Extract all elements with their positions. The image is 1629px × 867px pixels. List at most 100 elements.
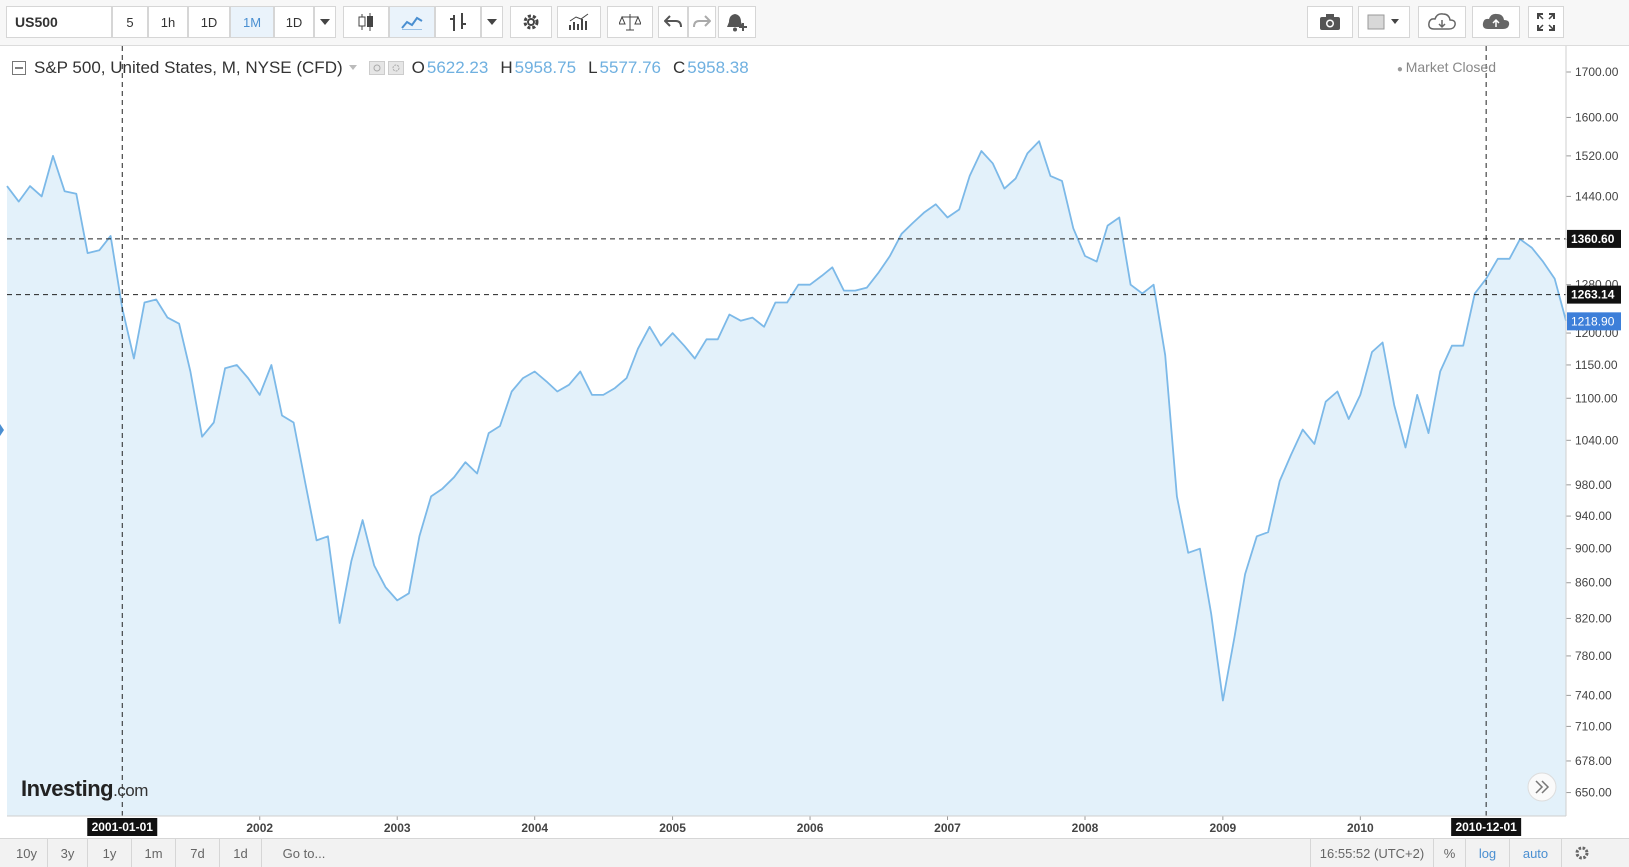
alert-button[interactable] [718, 6, 756, 38]
range-1d-button[interactable]: 1d [220, 839, 262, 867]
cloud-upload-icon [1482, 13, 1510, 29]
crosshair-y-label-box [1567, 285, 1621, 304]
interval-dropdown[interactable] [314, 6, 336, 38]
symbol-input[interactable]: US500 [6, 6, 112, 38]
y-tick-label: 1100.00 [1575, 391, 1618, 405]
y-tick-label: 820.00 [1575, 611, 1612, 625]
axis-settings-button[interactable] [1562, 839, 1602, 867]
range-3y-button[interactable]: 3y [48, 839, 88, 867]
undo-icon [664, 15, 682, 28]
price-chart[interactable]: 2002 2003 2004 2005 2006 2007 2008 2009 2010 170… [0, 0, 1629, 838]
y-tick-label: 740.00 [1575, 688, 1612, 702]
area-series [6, 140, 1567, 816]
chevron-down-icon [487, 19, 497, 25]
interval-1h-button[interactable]: 1h [148, 6, 188, 38]
interval-custom-button[interactable]: 1D [274, 6, 314, 38]
indicators-icon [569, 13, 589, 30]
last-price-box [1567, 312, 1621, 331]
gear-icon [523, 14, 539, 30]
screenshot-button[interactable] [1307, 6, 1353, 38]
crosshair-y-label-box [1567, 229, 1621, 248]
candles-icon [358, 13, 373, 31]
percent-toggle[interactable]: % [1434, 839, 1466, 867]
chart-type-dropdown[interactable] [481, 6, 503, 38]
interval-1d-button[interactable]: 1D [188, 6, 230, 38]
y-tick-label: 980.00 [1575, 478, 1612, 492]
candles-button[interactable] [343, 6, 389, 38]
alert-icon [727, 14, 747, 32]
compare-icon [619, 14, 641, 31]
settings-small-icon[interactable] [387, 61, 404, 75]
crosshair-y-label: 1360.60 [1571, 232, 1615, 246]
crosshair-y-label: 1263.14 [1571, 288, 1615, 302]
layout-button[interactable] [1358, 6, 1410, 38]
x-tick-label: 2005 [659, 821, 686, 835]
market-status: ● Market Closed [1397, 59, 1496, 75]
high-label: H [500, 58, 513, 77]
crosshair-x-label-box [87, 818, 158, 836]
low-label: L [588, 58, 598, 77]
bar-chart-button[interactable] [435, 6, 481, 38]
y-tick-label: 860.00 [1575, 576, 1612, 590]
high-value: 5958.75 [514, 58, 577, 77]
collapse-icon[interactable] [12, 61, 26, 75]
price-line [6, 140, 1567, 702]
camera-icon [1320, 14, 1340, 30]
y-tick-label: 710.00 [1575, 719, 1612, 733]
x-tick-label: 2010 [1347, 821, 1374, 835]
x-tick-label: 2002 [246, 821, 273, 835]
title-dropdown-icon[interactable] [348, 65, 359, 71]
range-10y-button[interactable]: 10y [6, 839, 48, 867]
crosshair-x-label: 2010-12-01 [1455, 820, 1517, 834]
x-tick-label: 2009 [1210, 821, 1237, 835]
line-chart-button[interactable] [389, 6, 435, 38]
y-tick-label: 1150.00 [1575, 358, 1618, 372]
redo-icon [693, 15, 711, 28]
x-tick-label: 2003 [384, 821, 411, 835]
top-toolbar: US500 5 1h 1D 1M 1D [0, 0, 1629, 46]
low-value: 5577.76 [599, 58, 661, 77]
y-tick-label: 650.00 [1575, 786, 1612, 800]
open-label: O [411, 58, 425, 77]
logo-suffix: .com [113, 781, 148, 800]
range-1m-button[interactable]: 1m [132, 839, 176, 867]
y-tick-label: 900.00 [1575, 542, 1612, 556]
redo-button[interactable] [688, 6, 716, 38]
open-value: 5622.23 [426, 58, 489, 77]
fullscreen-icon [1537, 13, 1555, 31]
interval-1m-button[interactable]: 1M [230, 6, 274, 38]
interval-5-button[interactable]: 5 [112, 6, 148, 38]
close-value: 5958.38 [687, 58, 749, 77]
log-toggle[interactable]: log [1466, 839, 1510, 867]
timezone-clock[interactable]: 16:55:52 (UTC+2) [1310, 839, 1434, 867]
y-tick-label: 1700.00 [1575, 65, 1619, 79]
cloud-download-button[interactable] [1418, 6, 1466, 38]
x-tick-label: 2008 [1072, 821, 1099, 835]
visibility-icon[interactable] [368, 61, 385, 75]
y-tick-label: 1040.00 [1575, 433, 1619, 447]
compare-button[interactable] [607, 6, 653, 38]
bottom-bar: 10y 3y 1y 1m 7d 1d Go to... 16:55:52 (UT… [0, 838, 1629, 867]
goto-date-button[interactable]: Go to... [282, 845, 326, 861]
left-handle-icon[interactable] [0, 424, 4, 436]
indicators-button[interactable] [557, 6, 601, 38]
investing-logo: Investing.com [21, 776, 148, 802]
line-chart-icon [401, 16, 423, 30]
range-7d-button[interactable]: 7d [176, 839, 220, 867]
gear-icon [1575, 846, 1589, 860]
settings-button[interactable] [510, 6, 552, 38]
range-1y-button[interactable]: 1y [88, 839, 132, 867]
bar-chart-icon [450, 13, 466, 31]
undo-button[interactable] [658, 6, 688, 38]
logo-main: Investing [21, 776, 114, 801]
y-axis[interactable]: 1700.001600.001520.001440.001360.001280.… [1566, 65, 1619, 800]
cloud-download-icon [1428, 13, 1456, 30]
auto-toggle[interactable]: auto [1510, 839, 1562, 867]
cloud-upload-button[interactable] [1472, 6, 1520, 38]
x-tick-label: 2006 [797, 821, 824, 835]
y-tick-label: 1600.00 [1575, 110, 1619, 124]
crosshair-x-label: 2001-01-01 [92, 820, 154, 834]
fullscreen-button[interactable] [1528, 6, 1564, 38]
last-price-label: 1218.90 [1571, 314, 1615, 328]
